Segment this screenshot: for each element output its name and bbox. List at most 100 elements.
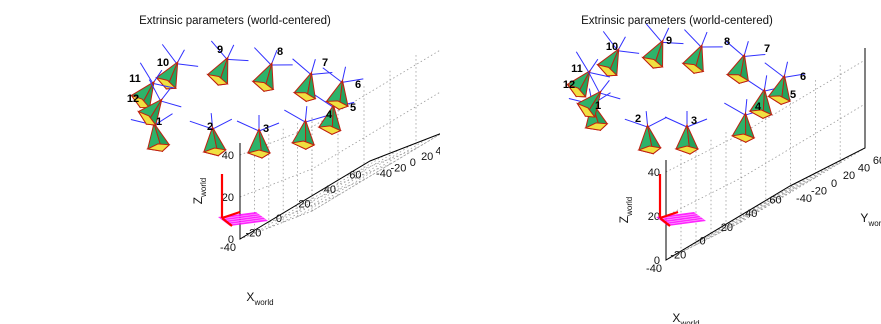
world-x-axis [659, 217, 671, 227]
y-tick-label: 20 [421, 151, 433, 163]
world-axes [658, 174, 679, 227]
grid-line [680, 178, 806, 253]
grid-line [254, 155, 385, 234]
x-axis-label-text: Xworld [672, 311, 699, 324]
camera-base [137, 110, 157, 126]
camera-axis [312, 93, 334, 108]
camera-8 [681, 29, 723, 75]
view-label-8: 8 [724, 36, 730, 48]
z-axis-label-sub: world [199, 178, 208, 198]
pattern-line [667, 218, 704, 225]
view-label-5: 5 [790, 89, 796, 101]
x-tick-label: -40 [646, 263, 662, 275]
z-axis-label-sub: world [625, 197, 634, 217]
x-axis-label: Xworld [672, 311, 699, 324]
camera-2 [624, 111, 668, 155]
world-y-axis [221, 210, 241, 220]
grid-line [265, 195, 339, 224]
camera-6 [322, 66, 364, 111]
pattern-line [220, 213, 259, 220]
camera-base [146, 143, 171, 152]
x-tick-label: -20 [670, 249, 686, 261]
camera-base [576, 102, 596, 118]
grid-line [317, 163, 391, 193]
x-tick-label: 40 [324, 184, 336, 196]
camera-axis [617, 50, 640, 54]
camera-1 [130, 109, 173, 153]
x-axis-label-sub: world [679, 319, 699, 324]
camera-8 [251, 47, 293, 93]
chart-left: Extrinsic parameters (world-centered) 0 20… [0, 0, 440, 324]
pattern-line [229, 218, 266, 225]
camera-9 [206, 40, 249, 86]
camera-axis [725, 40, 745, 57]
z-tick-labels: 0 20 40 [222, 150, 234, 246]
camera-axis [152, 82, 175, 89]
camera-base [290, 140, 316, 150]
z-tick-label: 0 [654, 255, 660, 267]
camera-views [130, 40, 364, 159]
camera-axis [724, 102, 746, 116]
camera-base [251, 80, 275, 92]
camera-9 [641, 23, 684, 69]
y-axis-label-text: Yworld [860, 211, 881, 228]
z-tick-label: 0 [228, 234, 234, 246]
view-label-11: 11 [129, 73, 141, 85]
camera-axis [284, 109, 306, 123]
camera-axis [588, 71, 611, 78]
camera-2 [189, 113, 233, 157]
camera-axis [210, 40, 228, 60]
y-axis-label-main: Y [860, 211, 868, 225]
camera-10 [155, 44, 199, 90]
y-tick-label: 40 [858, 163, 870, 175]
view-label-8: 8 [277, 46, 283, 58]
grid-line [282, 143, 414, 223]
chart-title: Extrinsic parameters (world-centered) [139, 15, 331, 27]
view-label-6: 6 [355, 79, 361, 91]
x-axis-label-sub: world [253, 298, 273, 307]
camera-axis [139, 62, 154, 84]
grid-line [343, 148, 417, 177]
camera-axis [701, 46, 723, 48]
x-tick-label: 20 [298, 199, 310, 211]
grid-line [297, 138, 428, 217]
z-tick-label: 20 [222, 192, 234, 204]
view-label-1: 1 [156, 116, 162, 128]
camera-base [674, 145, 700, 155]
camera-base [246, 149, 272, 159]
camera-axis [743, 53, 766, 58]
camera-axis [189, 120, 213, 130]
camera-axis [322, 67, 343, 83]
z-tick-labels: 0 20 40 [648, 167, 660, 267]
camera-base [202, 147, 227, 157]
x-tick-label: 20 [721, 222, 733, 234]
camera-axis [624, 118, 648, 128]
view-label-9: 9 [217, 44, 223, 56]
camera-base [292, 92, 317, 102]
camera-axis [258, 122, 280, 132]
view-label-12: 12 [127, 93, 139, 105]
view-label-3: 3 [691, 115, 697, 127]
camera-axis [341, 78, 364, 83]
axis-box [239, 133, 440, 240]
view-label-7: 7 [764, 43, 770, 55]
camera-base [641, 56, 664, 69]
camera-axis [599, 92, 621, 100]
grid-line [239, 91, 440, 198]
camera-axis [575, 51, 590, 73]
x-tick-label: 40 [745, 208, 757, 220]
y-tick-label: 20 [843, 170, 855, 182]
camera-axis [236, 120, 260, 132]
camera-axis [212, 118, 233, 130]
grid-line [239, 133, 440, 240]
y-tick-label: -20 [811, 185, 827, 197]
grid-line [665, 147, 866, 261]
camera-3 [664, 111, 708, 155]
view-label-6: 6 [800, 71, 806, 83]
camera-axis [764, 62, 785, 78]
camera-axis [292, 58, 312, 75]
view-label-1: 1 [595, 100, 601, 112]
view-label-4: 4 [326, 109, 333, 121]
z-tick-label: 40 [648, 167, 660, 179]
